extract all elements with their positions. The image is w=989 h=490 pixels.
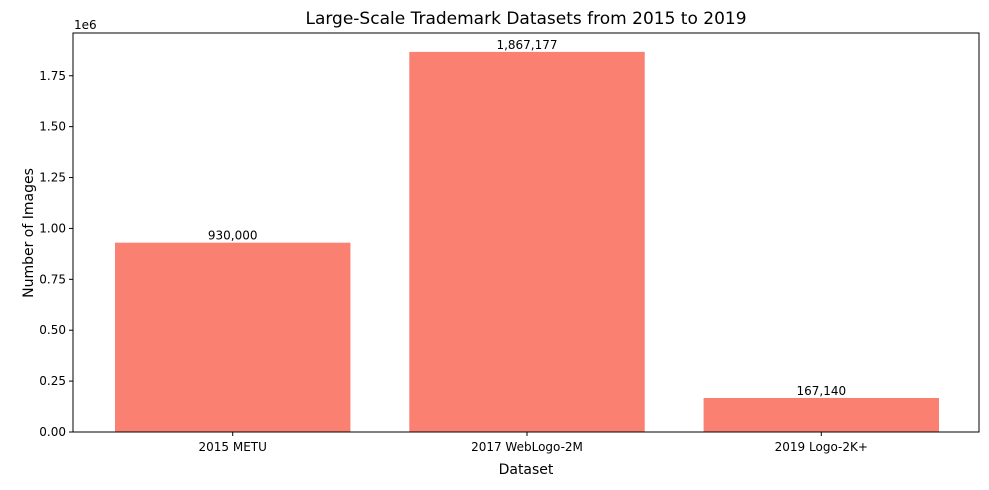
y-axis-ticks: 0.00 0.25 0.50 0.75 1.00 1.25 1.50 1.75 [39,69,73,439]
x-tick-label: 2015 METU [199,440,267,454]
x-axis-ticks: 2015 METU 2017 WebLogo-2M 2019 Logo-2K+ [199,432,868,454]
data-labels: 930,000 1,867,177 167,140 [208,38,846,398]
y-axis-offset-label: 1e6 [74,18,97,32]
bar [703,397,939,432]
x-tick-label: 2017 WebLogo-2M [471,440,583,454]
chart-title: Large-Scale Trademark Datasets from 2015… [305,9,746,29]
y-tick-label: 1.75 [39,69,66,83]
x-tick-label: 2019 Logo-2K+ [775,440,868,454]
bar-value-label: 1,867,177 [496,38,557,52]
y-tick-label: 0.75 [39,272,66,286]
x-axis-label: Dataset [499,462,554,478]
bars [115,51,939,432]
plot-frame [72,32,980,433]
y-tick-label: 1.25 [39,171,66,185]
y-tick-label: 0.25 [39,374,66,388]
y-tick-label: 1.50 [39,120,66,134]
y-axis-label: Number of Images [21,168,37,298]
y-tick-label: 0.50 [39,323,66,337]
y-tick-label: 0.00 [39,425,66,439]
y-tick-label: 1.00 [39,221,66,235]
bar [115,242,351,432]
bar [409,51,645,432]
bar-value-label: 167,140 [796,384,846,398]
bar-value-label: 930,000 [208,229,258,243]
